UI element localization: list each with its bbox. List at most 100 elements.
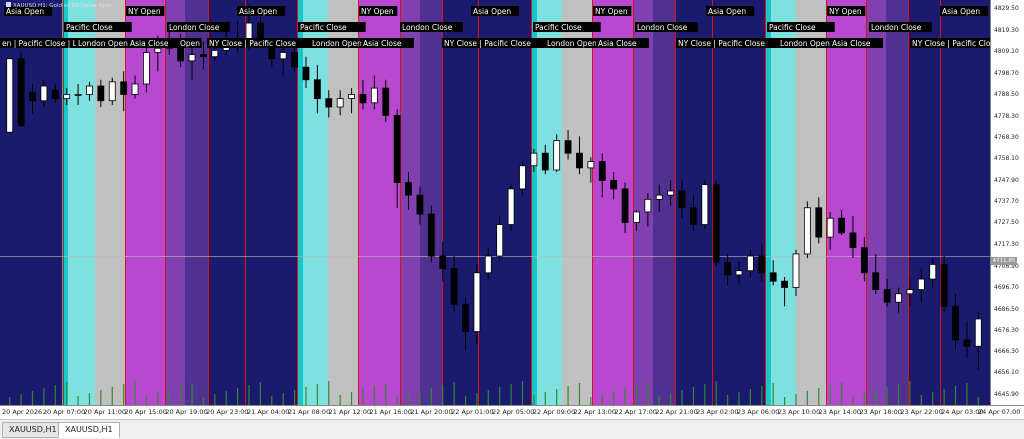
price-tick-label: 4798.70	[994, 70, 1019, 78]
session-label-box	[442, 38, 564, 48]
volume-bar	[350, 392, 353, 405]
bearish-candle	[815, 207, 823, 238]
bullish-candle	[803, 207, 811, 255]
volume-bar	[271, 396, 273, 405]
bullish-candle	[553, 140, 561, 171]
volume-bar	[829, 385, 831, 405]
time-tick-label: 23 Apr 14:00	[818, 408, 862, 416]
volume-bar	[783, 397, 786, 405]
time-tick-label: 21 Apr 08:00	[287, 408, 331, 416]
bullish-candle	[701, 184, 709, 225]
session-band	[653, 0, 675, 405]
price-chart[interactable]: Asia Open Pacific Close NY Open London Clos…	[0, 0, 990, 405]
bullish-candle	[473, 272, 481, 332]
bearish-candle	[302, 66, 310, 81]
volume-bar	[453, 382, 455, 405]
session-label-box	[310, 38, 368, 48]
price-tick-label: 4768.30	[994, 133, 1019, 141]
tab-xauusd-h1-1[interactable]: XAUUSD,H1	[2, 422, 64, 438]
bearish-candle	[940, 264, 948, 307]
bearish-candle	[860, 247, 868, 274]
bullish-candle	[40, 85, 48, 102]
bullish-candle	[633, 211, 640, 223]
session-label-box	[400, 22, 463, 32]
volume-bar	[943, 389, 945, 405]
bearish-candle	[781, 280, 788, 288]
volume-bar	[590, 397, 592, 405]
time-tick-label: 22 Apr 13:00	[573, 408, 617, 416]
volume-bar	[225, 391, 227, 405]
current-price-marker: 4711.85	[991, 257, 1017, 265]
volume-bar	[134, 381, 136, 405]
bearish-candle	[712, 184, 720, 263]
bearish-candle	[427, 213, 435, 257]
session-label: NY Open	[595, 7, 628, 16]
bullish-candle	[895, 293, 902, 303]
bearish-candle	[120, 81, 128, 95]
session-band	[315, 0, 328, 405]
price-tick-label: 4676.30	[994, 326, 1019, 334]
price-tick-label: 4747.90	[994, 176, 1019, 184]
session-label-box	[869, 22, 932, 32]
session-label-box	[64, 22, 132, 32]
bearish-candle	[393, 115, 401, 183]
session-label-box	[128, 38, 181, 48]
tab-xauusd-h1-2[interactable]: XAUUSD,H1	[58, 422, 120, 438]
session-label: London Open	[547, 39, 597, 48]
volume-bar	[77, 396, 79, 405]
volume-bar	[362, 389, 364, 405]
time-tick-label: 20 Apr 19:00	[165, 408, 208, 416]
session-label-box	[593, 6, 632, 16]
bearish-candle	[17, 58, 25, 127]
time-tick-label: 23 Apr 06:00	[737, 408, 780, 416]
session-label: London Close	[169, 23, 220, 32]
volume-bar	[100, 390, 102, 405]
volume-bar	[544, 392, 546, 405]
volume-bar	[840, 382, 843, 405]
volume-bar	[772, 383, 774, 405]
price-axis[interactable]: 4829.50 4819.30 4809.10 4798.70 4788.50 4778.…	[990, 0, 1024, 405]
session-band	[420, 0, 442, 405]
volume-bar	[293, 390, 296, 405]
bullish-candle	[6, 58, 14, 133]
price-tick-label: 4829.50	[994, 5, 1019, 13]
volume-bar	[647, 382, 649, 405]
session-label: London Open	[78, 39, 128, 48]
bullish-candle	[211, 49, 219, 58]
volume-bar	[692, 387, 695, 405]
session-label: Asia Close	[363, 39, 402, 48]
session-label-box	[910, 38, 990, 48]
session-band	[549, 0, 562, 405]
bearish-candle	[598, 161, 606, 181]
session-band	[796, 0, 826, 405]
bearish-candle	[359, 94, 367, 104]
bearish-candle	[382, 87, 390, 116]
bearish-candle	[416, 194, 424, 215]
volume-bar	[852, 396, 854, 405]
session-band	[400, 0, 420, 405]
volume-bar	[715, 381, 717, 405]
bullish-candle	[496, 224, 504, 257]
bullish-candle	[74, 94, 82, 96]
bullish-candle	[826, 217, 834, 238]
bearish-candle	[51, 89, 59, 100]
price-tick-label: 4788.50	[994, 91, 1019, 99]
bullish-candle	[906, 289, 914, 295]
session-band	[185, 0, 208, 405]
bullish-candle	[484, 255, 492, 274]
bearish-candle	[29, 91, 36, 102]
price-tick-label: 4696.70	[994, 284, 1019, 292]
volume-bar	[909, 381, 911, 405]
time-tick-label: 21 Apr 16:00	[369, 408, 412, 416]
session-label: Asia Close	[598, 39, 637, 48]
volume-bar	[499, 387, 501, 405]
session-label: Asia Open	[708, 7, 746, 16]
session-label: Open	[180, 39, 200, 48]
volume-bar	[305, 387, 307, 405]
volume-bar	[214, 394, 216, 405]
time-axis[interactable]: 20 Apr 2026 20 Apr 07:00 20 Apr 11:00 20 Ap…	[0, 405, 1024, 420]
session-label: Asia Open	[473, 7, 511, 16]
time-tick-label: 23 Apr 02:00	[696, 408, 739, 416]
bearish-candle	[769, 272, 777, 282]
volume-bar	[806, 391, 808, 405]
